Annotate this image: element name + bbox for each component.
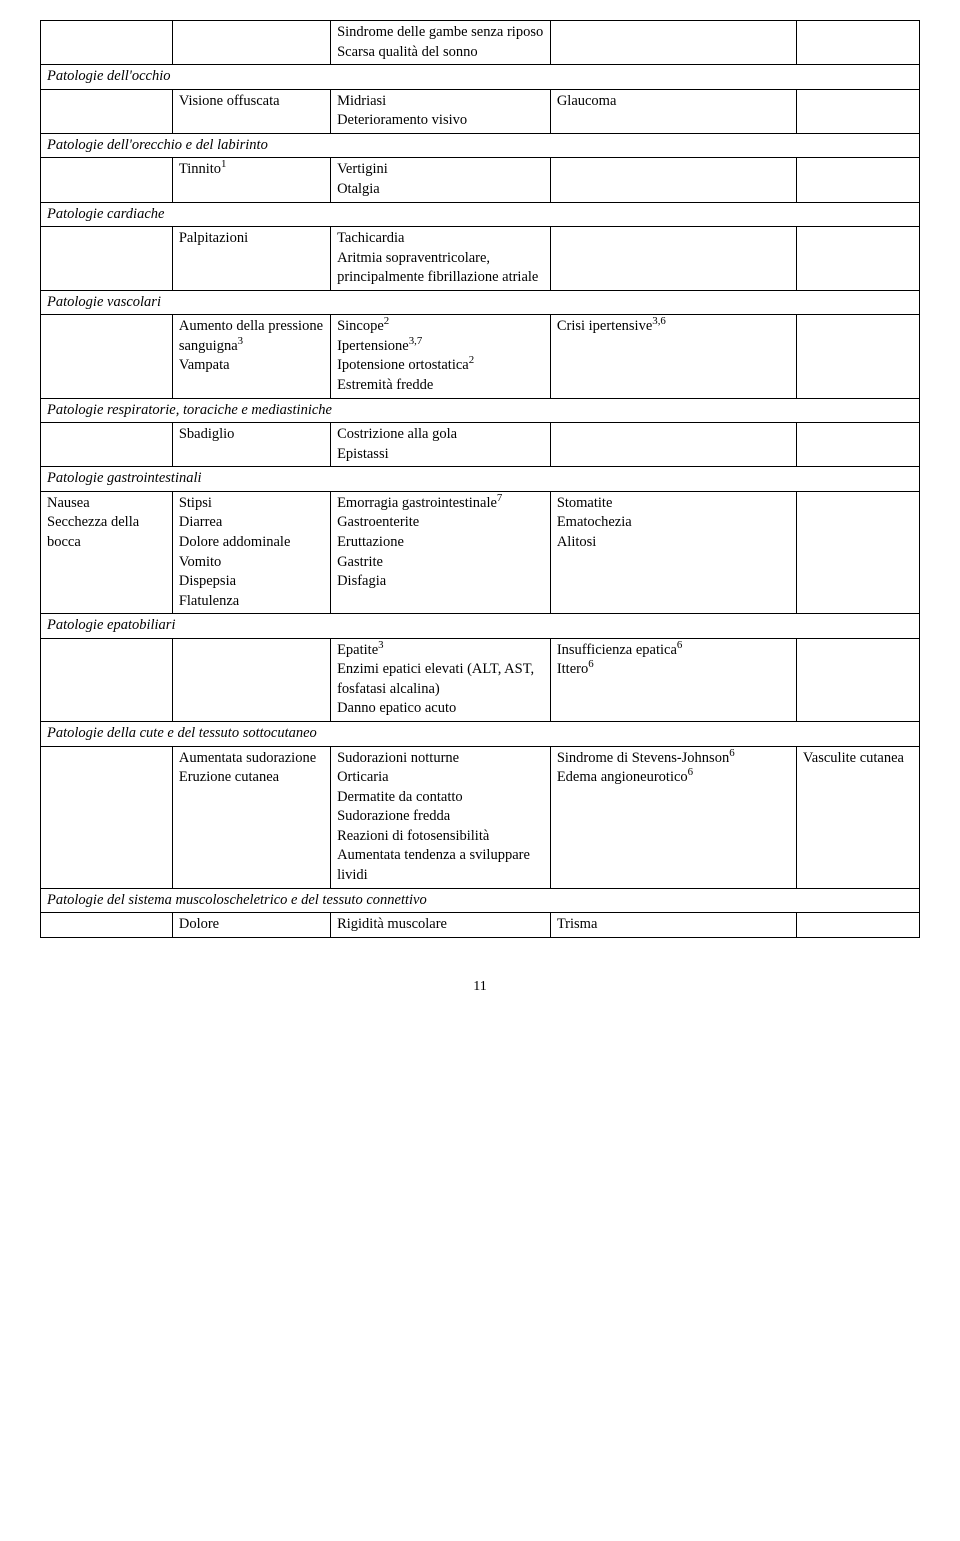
table-cell — [41, 913, 173, 938]
table-cell: Sincope2Ipertensione3,7Ipotensione ortos… — [331, 315, 551, 398]
table-cell — [796, 913, 919, 938]
table-cell: StomatiteEmatocheziaAlitosi — [550, 491, 796, 613]
table-cell — [41, 638, 173, 721]
table-cell: Sindrome di Stevens-Johnson6Edema angion… — [550, 746, 796, 888]
adverse-effects-table: Sindrome delle gambe senza riposoScarsa … — [40, 20, 920, 938]
table-cell — [796, 227, 919, 291]
table-cell: Vasculite cutanea — [796, 746, 919, 888]
table-cell: Aumento della pressione sanguigna3Vampat… — [172, 315, 330, 398]
page-number: 11 — [40, 978, 920, 997]
table-cell: Epatite3Enzimi epatici elevati (ALT, AST… — [331, 638, 551, 721]
table-cell — [41, 746, 173, 888]
table-cell: Visione offuscata — [172, 89, 330, 133]
table-cell — [41, 423, 173, 467]
table-cell: TachicardiaAritmia sopraventricolare, pr… — [331, 227, 551, 291]
table-cell — [796, 423, 919, 467]
table-cell — [796, 638, 919, 721]
table-cell — [172, 21, 330, 65]
table-cell — [41, 21, 173, 65]
table-cell — [796, 315, 919, 398]
table-cell: NauseaSecchezza della bocca — [41, 491, 173, 613]
table-cell: Palpitazioni — [172, 227, 330, 291]
table-cell: Sudorazioni notturneOrticariaDermatite d… — [331, 746, 551, 888]
table-cell: Tinnito1 — [172, 158, 330, 202]
table-cell — [550, 158, 796, 202]
table-cell: Trisma — [550, 913, 796, 938]
table-cell: Aumentata sudorazioneEruzione cutanea — [172, 746, 330, 888]
table-cell: Dolore — [172, 913, 330, 938]
table-cell: StipsiDiarreaDolore addominaleVomitoDisp… — [172, 491, 330, 613]
table-cell: Crisi ipertensive3,6 — [550, 315, 796, 398]
table-cell: Glaucoma — [550, 89, 796, 133]
table-cell — [796, 89, 919, 133]
section-header-cell: Patologie respiratorie, toraciche e medi… — [41, 398, 920, 423]
table-cell: VertiginiOtalgia — [331, 158, 551, 202]
table-cell — [41, 315, 173, 398]
table-cell — [796, 158, 919, 202]
table-cell: MidriasiDeterioramento visivo — [331, 89, 551, 133]
table-cell — [550, 227, 796, 291]
table-cell — [550, 21, 796, 65]
table-cell — [41, 89, 173, 133]
table-cell: Emorragia gastrointestinale7Gastroenteri… — [331, 491, 551, 613]
section-header-cell: Patologie dell'orecchio e del labirinto — [41, 133, 920, 158]
section-header-cell: Patologie del sistema muscoloscheletrico… — [41, 888, 920, 913]
table-cell — [172, 638, 330, 721]
section-header-cell: Patologie dell'occhio — [41, 65, 920, 90]
section-header-cell: Patologie gastrointestinali — [41, 467, 920, 492]
table-cell: Insufficienza epatica6Ittero6 — [550, 638, 796, 721]
table-cell — [41, 227, 173, 291]
table-cell: Sindrome delle gambe senza riposoScarsa … — [331, 21, 551, 65]
table-cell — [796, 491, 919, 613]
table-cell: Sbadiglio — [172, 423, 330, 467]
table-cell: Rigidità muscolare — [331, 913, 551, 938]
section-header-cell: Patologie cardiache — [41, 202, 920, 227]
table-cell — [796, 21, 919, 65]
section-header-cell: Patologie della cute e del tessuto sotto… — [41, 722, 920, 747]
section-header-cell: Patologie epatobiliari — [41, 614, 920, 639]
table-cell — [550, 423, 796, 467]
section-header-cell: Patologie vascolari — [41, 290, 920, 315]
table-cell: Costrizione alla golaEpistassi — [331, 423, 551, 467]
table-cell — [41, 158, 173, 202]
